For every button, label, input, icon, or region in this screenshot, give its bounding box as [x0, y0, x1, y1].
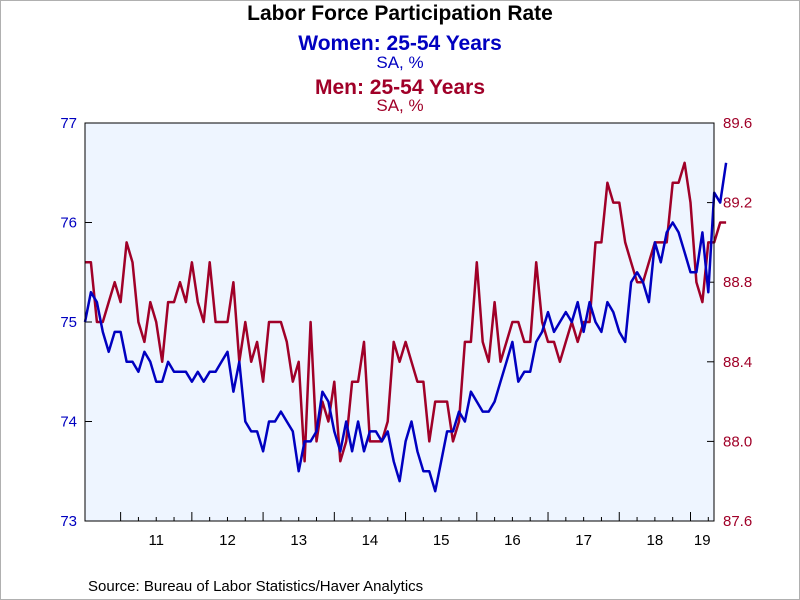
y-tick-label-left: 76 — [60, 215, 77, 232]
x-tick-label: 13 — [290, 532, 307, 549]
y-tick-label-right: 88.4 — [723, 354, 752, 371]
women-series-line — [83, 162, 728, 493]
axis-labels: 11 12 13 14 15 16 17 18 19 73 74 75 76 77 87.6 88.0 88.4… — [60, 115, 752, 549]
source-note: Source: Bureau of Labor Statistics/Haver… — [88, 578, 424, 595]
men-series-line — [85, 161, 727, 463]
plot-border — [84, 122, 715, 522]
x-tick-label: 14 — [362, 532, 379, 549]
x-tick-label: 11 — [148, 532, 164, 549]
x-tick-label: 16 — [504, 532, 521, 549]
y-tick-label-left: 75 — [60, 314, 77, 331]
y-tick-label-left: 74 — [60, 414, 77, 431]
x-tick-label: 17 — [575, 532, 592, 549]
y-tick-label-right: 88.8 — [723, 274, 752, 291]
x-tick-label: 19 — [694, 532, 711, 549]
series-lines — [83, 161, 728, 493]
y-tick-label-right: 88.0 — [723, 433, 752, 450]
x-tick-label: 12 — [219, 532, 236, 549]
women-series-units: SA, % — [376, 53, 424, 72]
men-series-title: Men: 25-54 Years — [314, 76, 486, 99]
y-tick-label-right: 89.2 — [723, 195, 752, 212]
chart-title: Labor Force Participation Rate — [247, 2, 553, 25]
x-tick-label: 18 — [647, 532, 664, 549]
y-tick-label-left: 77 — [60, 115, 77, 132]
y-tick-label-left: 73 — [60, 513, 77, 530]
x-tick-label: 15 — [433, 532, 450, 549]
y-tick-label-right: 87.6 — [723, 513, 752, 530]
plot-area — [85, 123, 714, 521]
men-series-units: SA, % — [376, 96, 424, 115]
women-series-title: Women: 25-54 Years — [298, 32, 502, 55]
y-tick-label-right: 89.6 — [723, 115, 752, 132]
